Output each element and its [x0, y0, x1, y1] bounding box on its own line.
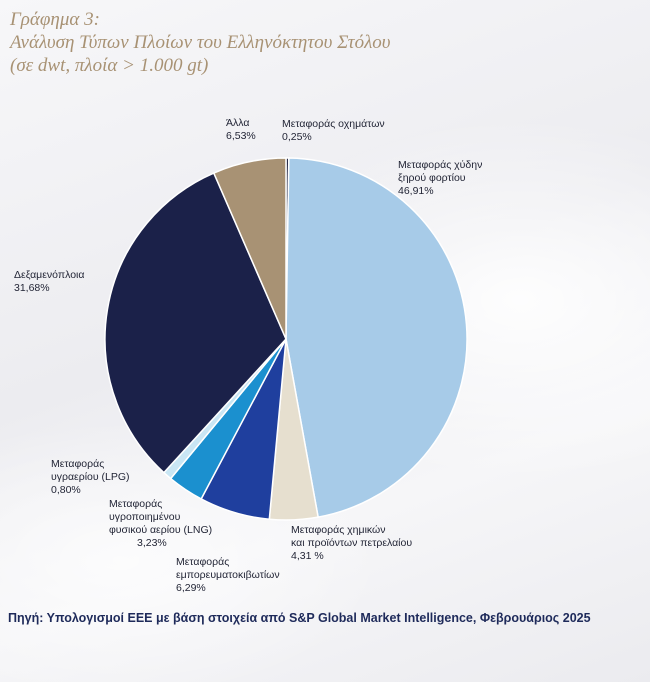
label-other: Άλλα 6,53%: [226, 117, 256, 143]
label-dry-bulk: Μεταφοράς χύδην ξηρού φορτίου 46,91%: [398, 159, 482, 198]
pie-slice-7: [212, 157, 287, 340]
label-containers-name-2: εμπορευματοκιβωτίων: [176, 569, 280, 581]
label-tankers-name: Δεξαμενόπλοια: [14, 269, 85, 281]
label-dry-bulk-value: 46,91%: [398, 185, 434, 197]
source-note: Πηγή: Υπολογισμοί ΕΕΕ με βάση στοιχεία α…: [8, 611, 591, 625]
label-lpg-name-2: υγραερίου (LPG): [51, 471, 130, 483]
label-vehicles-value: 0,25%: [282, 131, 312, 143]
label-lpg: Μεταφοράς υγραερίου (LPG) 0,80%: [51, 458, 130, 497]
label-containers-name-1: Μεταφοράς: [176, 556, 230, 568]
label-chemicals: Μεταφοράς χημικών και προϊόντων πετρελαί…: [291, 524, 412, 563]
label-other-value: 6,53%: [226, 130, 256, 142]
label-lng-name-3: φυσικού αερίου (LNG): [109, 524, 213, 536]
label-lng-value: 3,23%: [137, 537, 167, 549]
label-lng-name-1: Μεταφοράς: [109, 498, 163, 510]
label-vehicles-name: Μεταφοράς οχημάτων: [282, 118, 385, 130]
chart-title: Γράφημα 3: Ανάλυση Τύπων Πλοίων του Ελλη…: [10, 8, 610, 77]
label-lpg-name-1: Μεταφοράς: [51, 458, 105, 470]
label-chemicals-name-2: και προϊόντων πετρελαίου: [291, 537, 413, 549]
pie-slice-6: [104, 172, 287, 474]
label-vehicles: Μεταφοράς οχημάτων 0,25%: [282, 118, 385, 144]
label-tankers-value: 31,68%: [14, 282, 50, 294]
label-lng: Μεταφοράς υγροποιημένου φυσικού αερίου (…: [109, 498, 212, 550]
label-containers-value: 6,29%: [176, 582, 206, 594]
chart-title-line-3: (σε dwt, πλοία > 1.000 gt): [10, 55, 209, 76]
chart-title-line-2: Ανάλυση Τύπων Πλοίων του Ελληνόκτητου Στ…: [10, 32, 391, 53]
label-chemicals-name-1: Μεταφοράς χημικών: [291, 524, 386, 536]
label-lng-name-2: υγροποιημένου: [109, 511, 181, 523]
label-dry-bulk-name-1: Μεταφοράς χύδην: [398, 159, 483, 171]
pie-slice-1: [285, 157, 468, 519]
label-lpg-value: 0,80%: [51, 484, 81, 496]
chart-title-line-1: Γράφημα 3:: [10, 9, 100, 30]
label-containers: Μεταφοράς εμπορευματοκιβωτίων 6,29%: [176, 556, 280, 595]
label-dry-bulk-name-2: ξηρού φορτίου: [398, 172, 466, 184]
label-other-name: Άλλα: [226, 117, 250, 129]
label-tankers: Δεξαμενόπλοια 31,68%: [14, 269, 84, 295]
label-chemicals-value: 4,31 %: [291, 550, 324, 562]
